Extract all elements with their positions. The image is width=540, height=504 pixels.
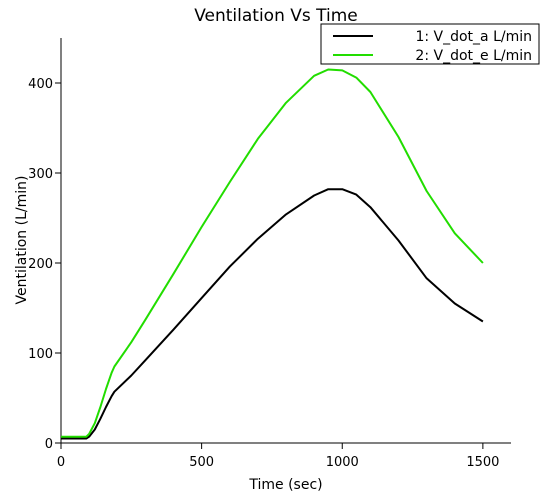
series-lines xyxy=(61,68,484,440)
x-tick-label: 0 xyxy=(57,455,65,470)
legend-label-1: 1: V_dot_a L/min xyxy=(415,29,532,45)
y-tick-label: 100 xyxy=(28,347,53,362)
axes xyxy=(60,38,511,444)
legend-box xyxy=(320,23,540,65)
x-tick-label: 1000 xyxy=(326,455,359,470)
x-tick-label: 500 xyxy=(189,455,214,470)
y-axis-label: Ventilation (L/min) xyxy=(14,176,30,305)
x-tick-label: 1500 xyxy=(466,455,499,470)
legend: 1: V_dot_a L/min 2: V_dot_e L/min xyxy=(320,23,540,65)
y-tick-label: 0 xyxy=(45,437,53,452)
legend-label-2: 2: V_dot_e L/min xyxy=(415,48,532,64)
ticks: 0 500 1000 1500 0 100 200 300 400 xyxy=(28,77,499,470)
series-line-2 xyxy=(61,68,484,438)
series-line-1 xyxy=(61,188,484,440)
x-axis-label: Time (sec) xyxy=(248,477,322,493)
y-tick-label: 200 xyxy=(28,257,53,272)
y-tick-label: 400 xyxy=(28,77,53,92)
chart-title: Ventilation Vs Time xyxy=(194,6,358,26)
y-tick-label: 300 xyxy=(28,167,53,182)
